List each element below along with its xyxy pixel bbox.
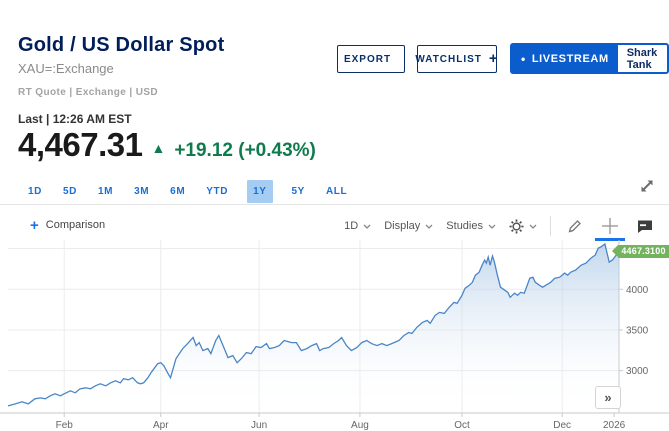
studies-dropdown-label: Studies xyxy=(446,220,483,232)
x-axis-label: Feb xyxy=(56,420,74,431)
chevron-down-icon xyxy=(488,224,496,229)
studies-dropdown[interactable]: Studies xyxy=(446,220,496,232)
livestream-show-segment[interactable]: Shark Tank xyxy=(618,45,667,72)
chevron-down-icon xyxy=(425,224,433,229)
gear-icon xyxy=(509,219,524,233)
export-button-label: EXPORT xyxy=(343,53,392,65)
range-tab-3m[interactable]: 3M xyxy=(134,186,150,197)
range-tab-5y[interactable]: 5Y xyxy=(291,186,305,197)
x-axis-label: Jun xyxy=(251,420,267,431)
display-dropdown-label: Display xyxy=(384,220,421,232)
live-dot-icon: • xyxy=(521,51,526,66)
expand-chart-icon[interactable] xyxy=(637,176,657,196)
plus-icon: + xyxy=(30,216,39,234)
interval-dropdown-label: 1D xyxy=(344,220,359,232)
price-row: 4,467.31 ▲ +19.12 (+0.43%) xyxy=(18,126,316,164)
quote-meta: RT Quote | Exchange | USD xyxy=(18,87,159,98)
livestream-label: LIVESTREAM xyxy=(531,52,609,65)
price-line xyxy=(7,242,620,407)
chart-more-button[interactable]: » xyxy=(595,386,621,409)
price-chart-canvas[interactable]: 3000 3500 4000 Feb Apr Jun Aug Oct Dec 2026 xyxy=(0,236,669,431)
range-tab-1y[interactable]: 1Y xyxy=(247,180,273,203)
livestream-button[interactable]: • LIVESTREAM Shark Tank xyxy=(510,43,669,74)
watchlist-button[interactable]: WATCHLIST + xyxy=(415,45,499,73)
chevron-down-icon xyxy=(363,224,371,229)
comparison-label: Comparison xyxy=(45,219,106,231)
livestream-live-segment[interactable]: • LIVESTREAM xyxy=(512,45,618,72)
range-tab-ytd[interactable]: YTD xyxy=(206,186,229,197)
last-price: 4,467.31 xyxy=(18,126,143,163)
up-triangle-icon: ▲ xyxy=(151,140,166,156)
range-tab-6m[interactable]: 6M xyxy=(170,186,186,197)
area-fill xyxy=(8,244,619,413)
comparison-button[interactable]: + Comparison xyxy=(30,211,105,239)
chevron-down-icon xyxy=(529,224,537,229)
interval-dropdown[interactable]: 1D xyxy=(344,220,371,232)
export-button[interactable]: EXPORT xyxy=(337,45,405,73)
active-tool-underline xyxy=(595,238,625,241)
comment-icon xyxy=(638,220,652,233)
range-tab-bar: 1D 5D 1M 3M 6M YTD 1Y 5Y ALL xyxy=(26,180,349,203)
toolbar-divider xyxy=(550,216,551,236)
header-divider xyxy=(0,204,669,205)
y-axis-label: 3500 xyxy=(626,325,649,336)
range-tab-5d[interactable]: 5D xyxy=(62,186,77,197)
chart-settings-dropdown[interactable] xyxy=(509,219,537,234)
watchlist-button-label: WATCHLIST xyxy=(415,53,482,65)
price-change: +19.12 (+0.43%) xyxy=(174,140,316,161)
symbol-subtitle: XAU=:Exchange xyxy=(18,61,114,76)
last-timestamp: Last | 12:26 AM EST xyxy=(18,112,132,126)
comment-tool-button[interactable] xyxy=(634,213,656,239)
chart-toolbar: 1D Display Studies xyxy=(344,211,656,241)
last-price-tag: 4467.3100 xyxy=(612,244,669,258)
plus-icon: + xyxy=(488,49,499,67)
pencil-icon xyxy=(568,220,581,233)
x-axis-label: Oct xyxy=(454,420,470,431)
x-axis-label: Aug xyxy=(351,420,369,431)
crosshair-icon xyxy=(602,218,618,234)
y-axis-label: 3000 xyxy=(626,366,649,377)
draw-tool-button[interactable] xyxy=(564,213,586,239)
range-tab-1d[interactable]: 1D xyxy=(28,186,42,197)
x-axis-label: Apr xyxy=(153,420,169,431)
range-tab-all[interactable]: ALL xyxy=(325,186,348,197)
x-axis-label: Dec xyxy=(553,420,571,431)
livestream-show-label: Shark Tank xyxy=(626,46,658,71)
display-dropdown[interactable]: Display xyxy=(384,220,433,232)
page-title: Gold / US Dollar Spot xyxy=(18,34,225,56)
y-axis-label: 4000 xyxy=(626,285,649,296)
x-axis-label: 2026 xyxy=(603,420,626,431)
crosshair-tool-button[interactable] xyxy=(595,213,625,241)
range-tab-1m[interactable]: 1M xyxy=(97,186,114,197)
